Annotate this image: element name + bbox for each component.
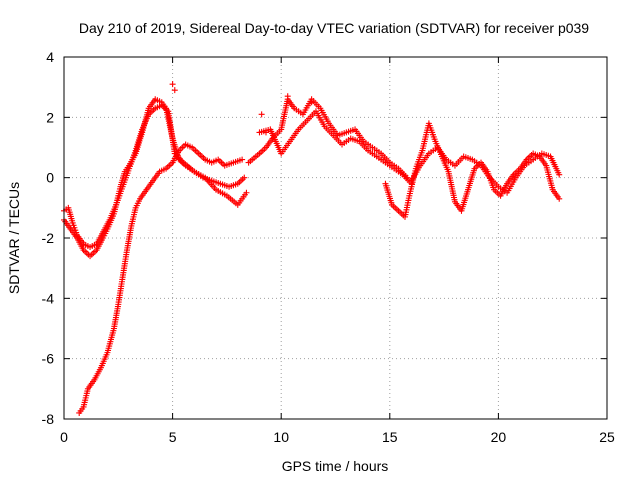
x-axis-label: GPS time / hours <box>282 458 389 474</box>
data-point <box>169 81 176 88</box>
series-track-b <box>61 102 250 251</box>
x-tick-label: 15 <box>382 429 398 445</box>
series-track-d <box>245 96 411 181</box>
data-point <box>241 174 248 181</box>
series-track-c <box>76 141 246 416</box>
data-marks <box>61 81 563 416</box>
y-tick-label: -8 <box>42 411 55 427</box>
data-point <box>556 195 563 202</box>
data-point <box>308 99 315 106</box>
plot-frame <box>63 56 608 420</box>
chart-title: Day 210 of 2019, Sidereal Day-to-day VTE… <box>79 20 589 36</box>
series-track-f <box>382 120 563 220</box>
data-point <box>262 129 269 136</box>
x-tick-label: 0 <box>60 429 68 445</box>
y-axis-label: SDTVAR / TECUs <box>6 182 22 294</box>
y-tick-label: -4 <box>42 290 55 306</box>
y-tick-label: -2 <box>42 230 55 246</box>
data-point <box>284 93 291 100</box>
x-tick-label: 5 <box>169 429 177 445</box>
series-outliers <box>169 81 315 136</box>
data-point <box>243 189 250 196</box>
series-track-g <box>408 144 563 196</box>
axis-ticks: 0 5 10 15 20 25 -8 -6 -4 -2 0 2 4 <box>42 49 615 445</box>
data-point <box>171 87 178 94</box>
data-point <box>239 156 246 163</box>
y-tick-label: -6 <box>42 351 55 367</box>
data-point <box>556 171 563 178</box>
y-tick-label: 4 <box>46 49 54 65</box>
data-point <box>258 111 265 118</box>
series-track-e <box>256 108 415 187</box>
y-tick-label: 0 <box>46 170 54 186</box>
x-tick-label: 25 <box>599 429 615 445</box>
y-tick-label: 2 <box>46 109 54 125</box>
x-tick-label: 10 <box>273 429 289 445</box>
x-tick-label: 20 <box>491 429 507 445</box>
grid-lines <box>64 57 607 419</box>
